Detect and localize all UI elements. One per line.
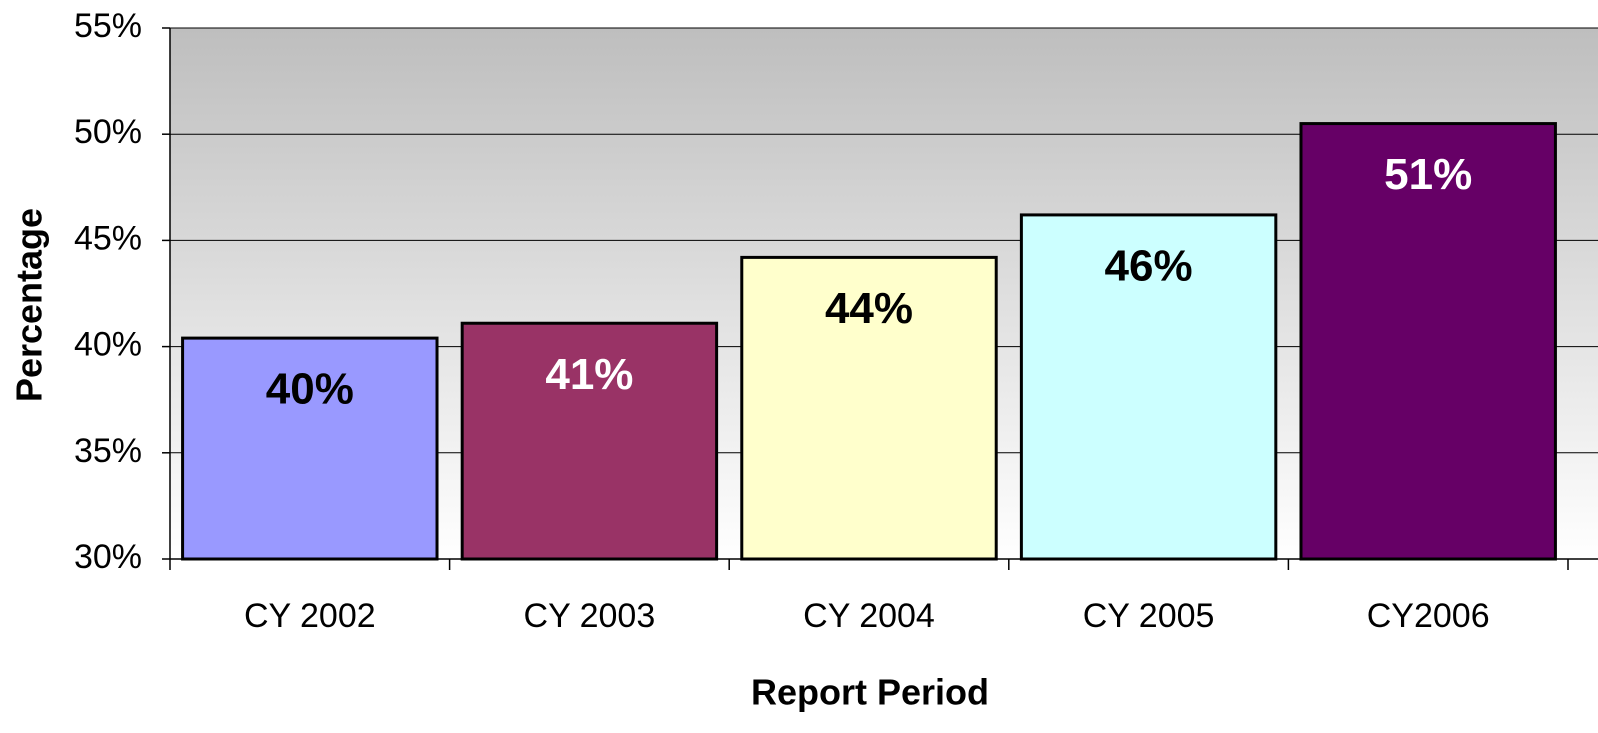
- x-tick-label: CY 2003: [524, 597, 656, 635]
- y-tick-label: 35%: [74, 432, 142, 470]
- data-label: 41%: [545, 350, 633, 399]
- y-axis-title: Percentage: [9, 208, 50, 402]
- y-tick-label: 50%: [74, 113, 142, 151]
- bar: [460, 321, 719, 561]
- bar: [1299, 122, 1557, 561]
- bar: [181, 336, 439, 561]
- x-tick-label: CY2006: [1367, 597, 1490, 635]
- x-tick-label: CY 2004: [803, 597, 935, 635]
- y-tick-label: 45%: [74, 219, 142, 257]
- data-label: 46%: [1105, 242, 1193, 291]
- x-tick-label: CY 2005: [1083, 597, 1215, 635]
- bar: [1019, 213, 1278, 561]
- bar: [740, 255, 998, 561]
- data-label: 40%: [266, 365, 354, 414]
- x-axis-title: Report Period: [751, 672, 989, 713]
- y-tick-label: 55%: [74, 7, 142, 45]
- data-label: 44%: [825, 284, 913, 333]
- data-label: 51%: [1384, 150, 1472, 199]
- y-tick-label: 40%: [74, 326, 142, 364]
- x-tick-label: CY 2002: [244, 597, 376, 635]
- y-tick-label: 30%: [74, 538, 142, 576]
